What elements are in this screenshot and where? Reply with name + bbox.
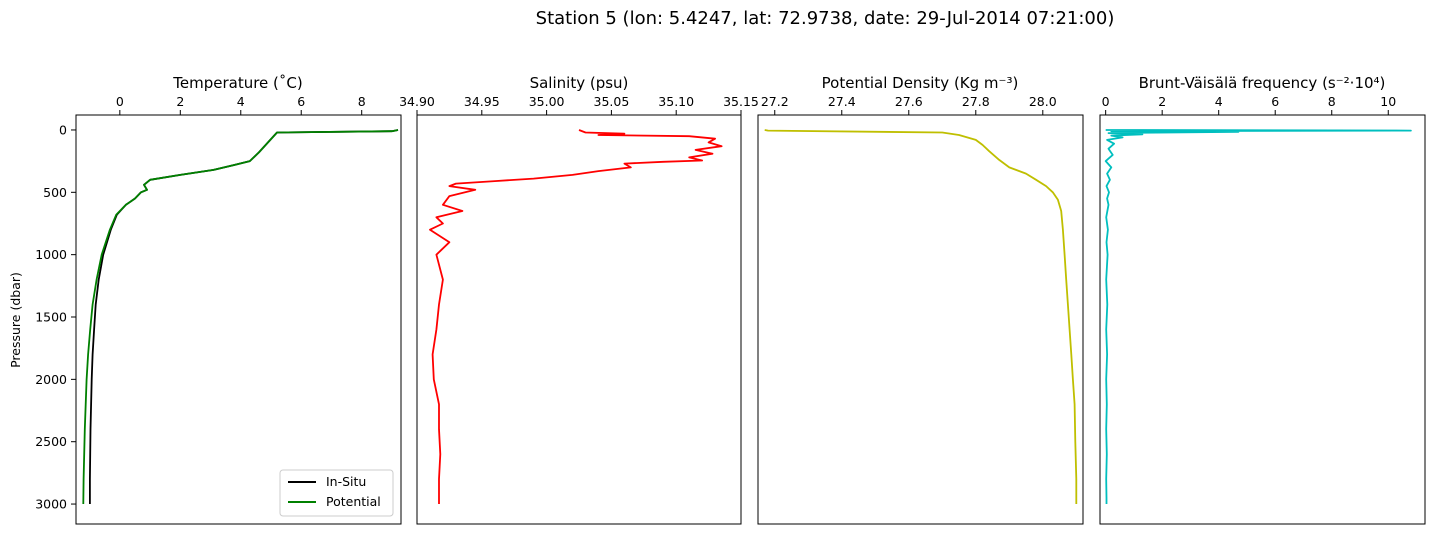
temperature-frame: [75, 114, 402, 525]
temperature-legend: In-Situ Potential: [279, 469, 394, 517]
temperature-xtick-label: 0: [116, 94, 124, 109]
temperature-xtick-label: 8: [358, 94, 366, 109]
density-series-line: [764, 129, 1078, 504]
legend-in-situ-label: In-Situ: [326, 474, 366, 489]
pressure-ytick-label: 3000: [35, 497, 67, 512]
brunt-vaisala-series-line: [1104, 129, 1412, 504]
pressure-ytick-label: 1000: [35, 247, 67, 262]
brunt-vaisala-title: Brunt-Väisälä frequency (s⁻²·10⁴): [1139, 74, 1386, 92]
salinity-xtick-label: 35.15: [723, 94, 759, 109]
temperature-series-line: [89, 129, 399, 504]
pressure-axis-label: Pressure (dbar): [8, 272, 23, 368]
temperature-xtick-label: 4: [237, 94, 245, 109]
pressure-axis-ticks: 0 500 1000 1500 2000 2500 3000: [35, 122, 76, 512]
pressure-ytick-label: 1500: [35, 310, 67, 325]
brunt-vaisala-xtick-label: 6: [1271, 94, 1279, 109]
pressure-ytick-label: 2500: [35, 434, 67, 449]
temperature-title: Temperature (˚C): [172, 74, 302, 92]
brunt-vaisala-frame: [1099, 114, 1426, 525]
panel-temperature: Temperature (˚C) 0 2 4 6 8 In-Situ Potential: [75, 74, 402, 525]
salinity-frame: [416, 114, 742, 525]
figure-title: Station 5 (lon: 5.4247, lat: 72.9738, da…: [536, 8, 1115, 29]
density-title: Potential Density (Kg m⁻³): [822, 74, 1019, 92]
pressure-ytick-label: 0: [59, 122, 67, 137]
density-xtick-label: 27.2: [761, 94, 789, 109]
pressure-ytick-label: 2000: [35, 372, 67, 387]
panel-salinity: Salinity (psu) 34.90 34.95 35.00 35.05 35.10…: [399, 74, 759, 525]
brunt-vaisala-xtick-label: 8: [1328, 94, 1336, 109]
salinity-series-line: [429, 129, 723, 504]
brunt-vaisala-lines: [1104, 129, 1412, 504]
legend-potential-label: Potential: [326, 494, 381, 509]
salinity-ticks: 34.90 34.95 35.00 35.05 35.10 35.15: [399, 94, 759, 115]
brunt-vaisala-xtick-label: 10: [1380, 94, 1396, 109]
salinity-xtick-label: 34.90: [399, 94, 435, 109]
panel-density: Potential Density (Kg m⁻³) 27.2 27.4 27.6 2…: [757, 74, 1084, 525]
salinity-lines: [429, 129, 723, 504]
pressure-ytick-label: 500: [43, 185, 67, 200]
density-ticks: 27.2 27.4 27.6 27.8 28.0: [761, 94, 1057, 115]
temperature-lines: [82, 129, 399, 505]
brunt-vaisala-xtick-label: 0: [1102, 94, 1110, 109]
temperature-xtick-label: 6: [297, 94, 305, 109]
density-xtick-label: 27.8: [962, 94, 990, 109]
salinity-xtick-label: 35.05: [594, 94, 630, 109]
density-xtick-label: 27.6: [895, 94, 923, 109]
salinity-title: Salinity (psu): [530, 74, 629, 92]
brunt-vaisala-xtick-label: 4: [1215, 94, 1223, 109]
panel-brunt-vaisala: Brunt-Väisälä frequency (s⁻²·10⁴) 0 2 4 6 8 1…: [1099, 74, 1426, 525]
brunt-vaisala-ticks: 0 2 4 6 8 10: [1102, 94, 1396, 115]
temperature-ticks: 0 2 4 6 8: [116, 94, 366, 115]
density-lines: [764, 129, 1078, 504]
salinity-xtick-label: 34.95: [464, 94, 500, 109]
temperature-series-line: [82, 129, 399, 505]
brunt-vaisala-xtick-label: 2: [1158, 94, 1166, 109]
density-frame: [757, 114, 1084, 525]
temperature-xtick-label: 2: [176, 94, 184, 109]
density-xtick-label: 28.0: [1029, 94, 1057, 109]
salinity-xtick-label: 35.00: [529, 94, 565, 109]
density-xtick-label: 27.4: [828, 94, 856, 109]
salinity-xtick-label: 35.10: [658, 94, 694, 109]
